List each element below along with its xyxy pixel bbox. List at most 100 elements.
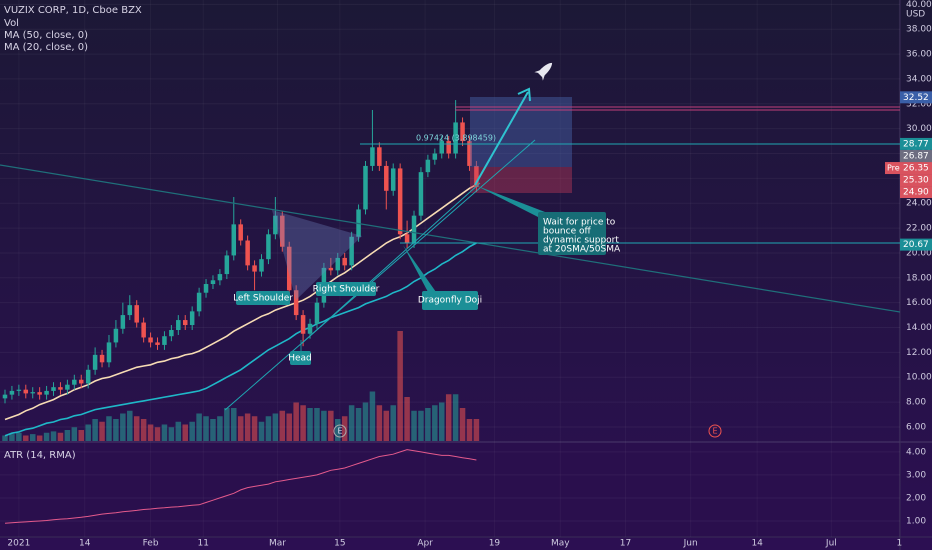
candle-body bbox=[286, 246, 292, 291]
legend-entry: ATR (14, RMA) bbox=[4, 450, 76, 461]
plot bbox=[0, 3, 900, 524]
volume-bar bbox=[348, 405, 355, 441]
candle-body bbox=[280, 215, 285, 247]
volume-bar bbox=[168, 427, 175, 441]
candle-body bbox=[224, 255, 230, 275]
triangle bbox=[272, 210, 362, 300]
callout-pointer bbox=[403, 245, 436, 292]
price-tag-label: 28.77 bbox=[903, 139, 929, 149]
candle-body bbox=[189, 311, 195, 326]
y-tick-label: 38.00 bbox=[906, 25, 932, 35]
price-tag-label: 26.87 bbox=[903, 152, 929, 162]
pre-tag bbox=[885, 162, 900, 175]
annotation: at 20SMA/50SMA bbox=[543, 245, 621, 255]
volume-bar bbox=[258, 421, 265, 441]
candle-body bbox=[384, 165, 389, 191]
annotation: Right Shoulder bbox=[313, 285, 380, 295]
volume-bar bbox=[418, 410, 424, 441]
candle-body bbox=[155, 342, 160, 345]
volume-bar bbox=[9, 434, 15, 441]
annotation: Left Shoulder bbox=[233, 294, 293, 304]
volume-bar bbox=[92, 419, 98, 441]
volume-bar bbox=[203, 416, 209, 441]
volume-bar bbox=[224, 408, 230, 441]
y-tick-label: 18.00 bbox=[906, 273, 932, 283]
candle-body bbox=[58, 387, 63, 390]
y-tick-label: 32.00 bbox=[906, 99, 932, 109]
trend-line bbox=[224, 139, 536, 411]
candle-body bbox=[162, 336, 167, 345]
x-tick-label: 19 bbox=[489, 539, 501, 549]
y-tick-label: 6.00 bbox=[906, 422, 926, 432]
volume-bar bbox=[459, 408, 466, 441]
candle-body bbox=[120, 315, 126, 329]
volume-bar bbox=[64, 430, 71, 441]
callout-box bbox=[538, 212, 606, 255]
volume-bar bbox=[175, 421, 182, 441]
candle-body bbox=[203, 284, 209, 293]
volume-bar bbox=[362, 402, 369, 441]
x-tick-label: Mar bbox=[269, 539, 286, 549]
candle-body bbox=[196, 292, 202, 312]
candle-body bbox=[16, 389, 22, 391]
volume-bar bbox=[265, 416, 272, 441]
price-tag-label: 26.35 bbox=[903, 164, 929, 174]
volume-bar bbox=[29, 434, 36, 441]
volume-bar bbox=[355, 408, 362, 441]
volume-bar bbox=[78, 430, 85, 441]
volume-bar bbox=[369, 391, 376, 441]
volume-bar bbox=[189, 421, 195, 441]
volume-bar bbox=[341, 416, 348, 441]
event-marker bbox=[333, 424, 347, 438]
volume-bar bbox=[210, 419, 216, 441]
candle-body bbox=[217, 274, 223, 281]
volume-bar bbox=[293, 402, 299, 441]
candle-body bbox=[238, 224, 243, 241]
legend-entry: MA (50, close, 0) bbox=[4, 30, 88, 41]
volume-bar bbox=[217, 416, 223, 441]
volume-bar bbox=[147, 424, 154, 441]
candle-body bbox=[370, 147, 375, 166]
price-tag-label: 20.67 bbox=[903, 240, 929, 250]
volume-bar bbox=[335, 419, 341, 441]
stop-zone bbox=[470, 167, 572, 193]
candle-body bbox=[273, 215, 278, 235]
candle-body bbox=[342, 257, 347, 266]
ma-line bbox=[4, 242, 477, 437]
volume-bar bbox=[397, 331, 403, 441]
y-tick-label: 14.00 bbox=[906, 323, 932, 333]
x-tick-label: 14 bbox=[79, 539, 91, 549]
volume-bar bbox=[120, 413, 126, 441]
candle-body bbox=[141, 322, 146, 338]
candle-body bbox=[72, 379, 77, 385]
y-tick-label: 30.00 bbox=[906, 124, 932, 134]
price-tag-label: 25.30 bbox=[903, 176, 929, 186]
volume-bar bbox=[390, 405, 396, 441]
target-zone bbox=[470, 97, 572, 167]
x-tick-label: 15 bbox=[334, 539, 345, 549]
y-tick-label: 3.00 bbox=[906, 470, 926, 480]
price-tag bbox=[900, 186, 932, 199]
event-marker bbox=[708, 424, 722, 438]
y-tick-label: 4.00 bbox=[906, 447, 926, 457]
volume-bar bbox=[57, 432, 64, 441]
candle-body bbox=[439, 141, 445, 154]
volume-bar bbox=[99, 421, 105, 441]
volume-bar bbox=[251, 416, 258, 441]
volume-bar bbox=[237, 416, 244, 441]
candle-body bbox=[432, 153, 438, 160]
y-tick-label: 20.00 bbox=[906, 248, 932, 258]
volume-bar bbox=[127, 410, 133, 441]
x-tick-label: 11 bbox=[198, 539, 209, 549]
candle-body bbox=[176, 320, 181, 331]
measure-label: 0.97424 (3.898459) bbox=[416, 134, 496, 143]
volume-bar bbox=[85, 424, 91, 441]
volume-bar bbox=[23, 435, 29, 441]
candle-body bbox=[78, 379, 84, 384]
y-tick-label: 8.00 bbox=[906, 398, 926, 408]
price-tag-label: 24.90 bbox=[903, 188, 929, 198]
volume-bar bbox=[71, 427, 78, 441]
price-tag bbox=[900, 137, 932, 150]
candle-body bbox=[231, 224, 237, 256]
x-tick-label: 14 bbox=[751, 539, 763, 549]
